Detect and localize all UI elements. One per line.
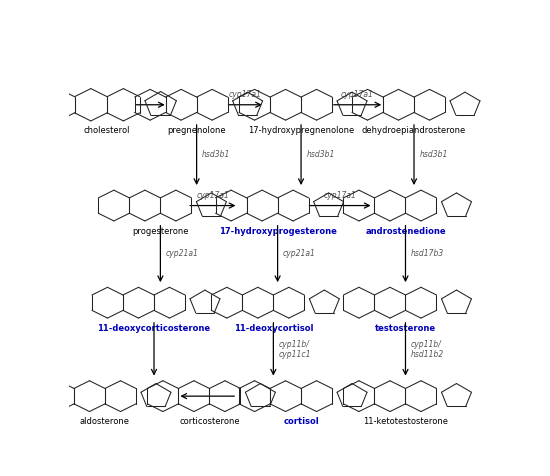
Text: 11-deoxycorticosterone: 11-deoxycorticosterone [97, 324, 211, 333]
Text: cyp21a1: cyp21a1 [166, 249, 199, 258]
Text: cyp11b/
cyp11c1: cyp11b/ cyp11c1 [279, 339, 311, 359]
Text: androstenedione: androstenedione [365, 227, 446, 236]
Text: hsd3b1: hsd3b1 [202, 150, 230, 159]
Text: hsd3b1: hsd3b1 [420, 150, 448, 159]
Text: aldosterone: aldosterone [80, 417, 130, 426]
Text: 11-deoxycortisol: 11-deoxycortisol [234, 324, 313, 333]
Text: hsd3b1: hsd3b1 [306, 150, 335, 159]
Text: 17-hydroxyprogesterone: 17-hydroxyprogesterone [219, 227, 337, 236]
Text: cyp11b/
hsd11b2: cyp11b/ hsd11b2 [411, 339, 444, 359]
Text: testosterone: testosterone [375, 324, 436, 333]
Text: 17-hydroxypregnenolone: 17-hydroxypregnenolone [248, 126, 354, 135]
Text: hsd17b3: hsd17b3 [411, 249, 444, 258]
Text: dehydroepiandrosterone: dehydroepiandrosterone [362, 126, 466, 135]
Text: pregnenolone: pregnenolone [167, 126, 226, 135]
Text: cyp17a1: cyp17a1 [229, 90, 262, 99]
Text: cortisol: cortisol [283, 417, 319, 426]
Text: progesterone: progesterone [132, 227, 189, 236]
Text: cyp21a1: cyp21a1 [283, 249, 316, 258]
Text: corticosterone: corticosterone [179, 417, 240, 426]
Text: cyp17a1: cyp17a1 [341, 90, 374, 99]
Text: cyp17a1: cyp17a1 [323, 191, 356, 200]
Text: cyp17a1: cyp17a1 [196, 191, 229, 200]
Text: 11-ketotestosterone: 11-ketotestosterone [363, 417, 448, 426]
Text: cholesterol: cholesterol [84, 126, 130, 135]
